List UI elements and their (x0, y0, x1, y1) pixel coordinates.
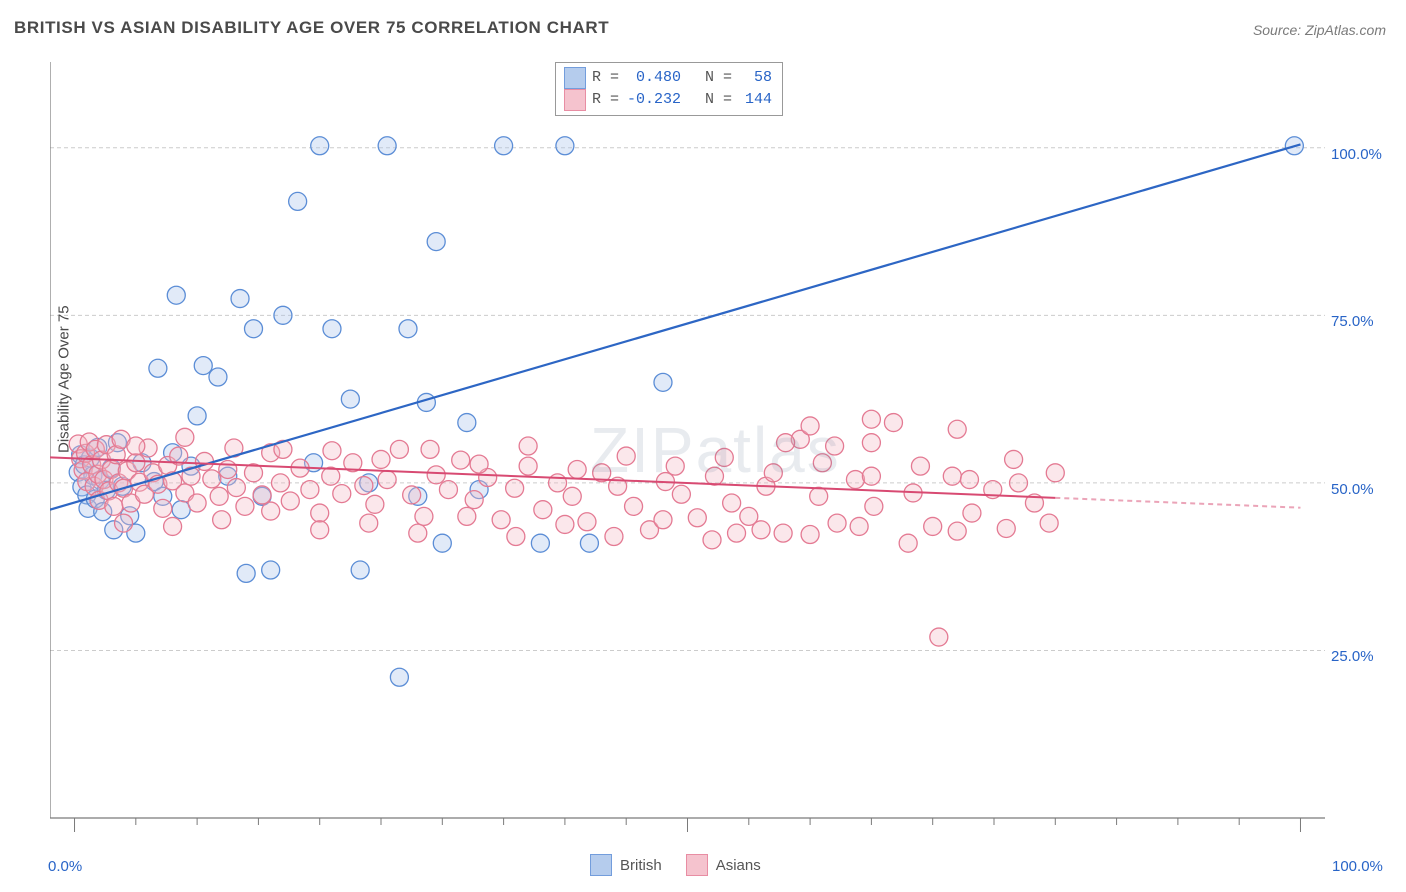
plot-svg (50, 58, 1390, 848)
y-axis-label: Disability Age Over 75 (56, 305, 73, 453)
x-axis-max-label: 100.0% (1332, 858, 1383, 875)
legend-r-value: 0.480 (625, 67, 681, 89)
legend-swatch-asians (686, 854, 708, 876)
series-legend-label: British (620, 857, 662, 874)
legend-swatch-british (564, 67, 586, 89)
y-tick-label: 75.0% (1331, 313, 1374, 330)
legend-n-label: N = (687, 89, 732, 111)
plot-area: Disability Age Over 75 ZIPatlas 25.0%50.… (50, 58, 1390, 848)
legend-n-value: 144 (738, 89, 772, 111)
chart-container: BRITISH VS ASIAN DISABILITY AGE OVER 75 … (0, 0, 1406, 892)
legend-n-value: 58 (738, 67, 772, 89)
series-legend-item-asians: Asians (686, 854, 761, 876)
legend-row-asians: R = -0.232 N = 144 (564, 89, 772, 111)
source-attribution: Source: ZipAtlas.com (1253, 22, 1386, 38)
chart-title: BRITISH VS ASIAN DISABILITY AGE OVER 75 … (14, 18, 609, 38)
y-tick-label: 100.0% (1331, 146, 1382, 163)
series-legend: British Asians (590, 854, 761, 876)
legend-row-british: R = 0.480 N = 58 (564, 67, 772, 89)
legend-r-label: R = (592, 67, 619, 89)
legend-swatch-asians (564, 89, 586, 111)
correlation-legend: R = 0.480 N = 58R = -0.232 N = 144 (555, 62, 783, 116)
series-legend-item-british: British (590, 854, 662, 876)
legend-n-label: N = (687, 67, 732, 89)
series-legend-label: Asians (716, 857, 761, 874)
x-axis-min-label: 0.0% (48, 858, 82, 875)
y-tick-label: 50.0% (1331, 481, 1374, 498)
legend-swatch-british (590, 854, 612, 876)
legend-r-label: R = (592, 89, 619, 111)
legend-r-value: -0.232 (625, 89, 681, 111)
y-tick-label: 25.0% (1331, 648, 1374, 665)
